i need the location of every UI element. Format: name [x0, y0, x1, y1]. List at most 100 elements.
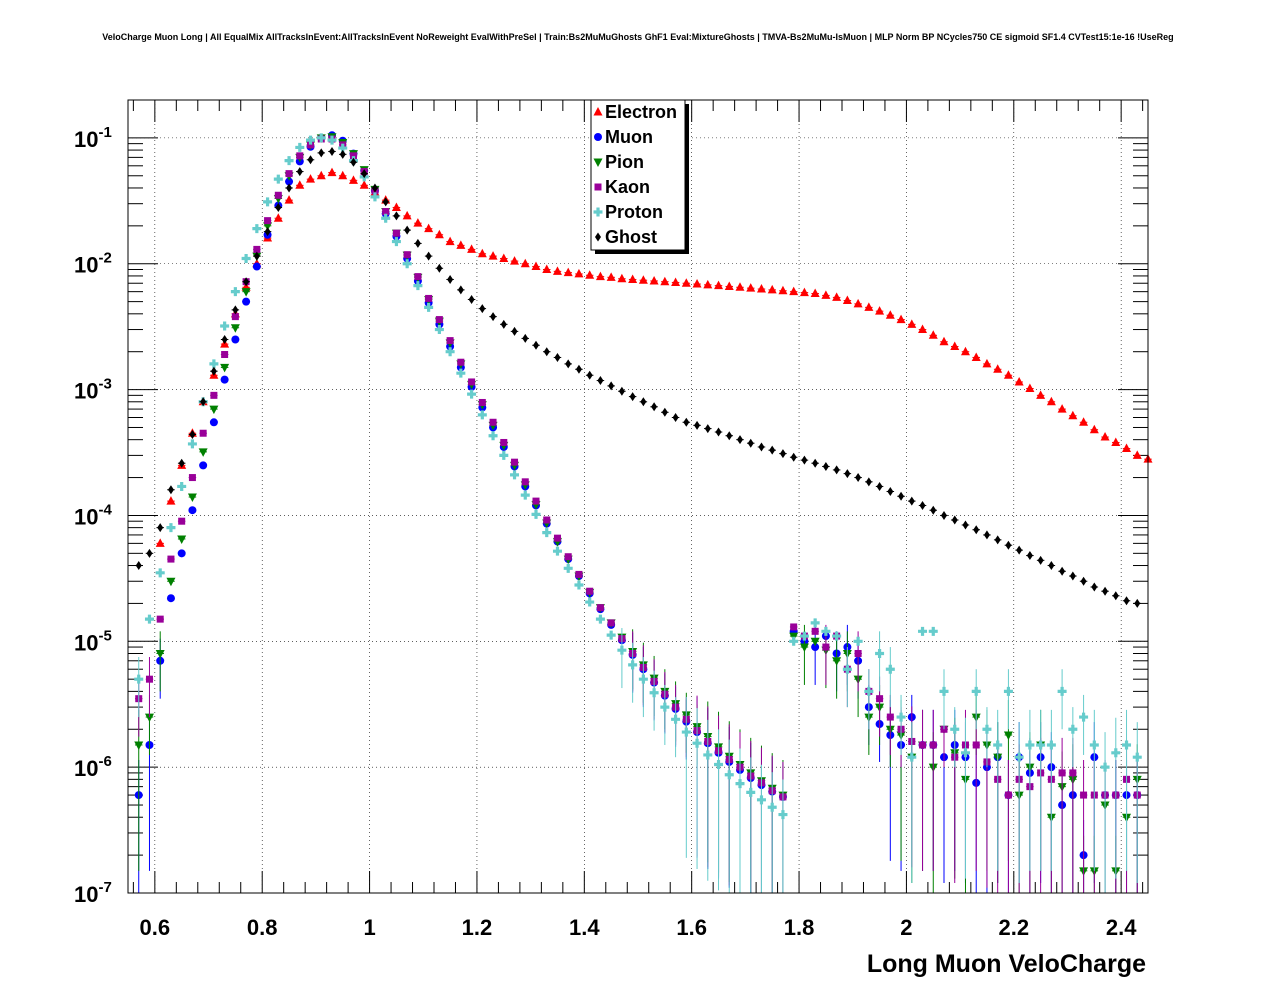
marker — [146, 548, 153, 558]
data-point — [156, 523, 164, 533]
marker — [801, 455, 808, 465]
data-point — [220, 363, 230, 373]
marker — [681, 278, 691, 287]
marker — [779, 449, 786, 459]
marker — [703, 750, 713, 760]
marker — [348, 175, 358, 184]
data-point — [1057, 669, 1067, 730]
data-point — [1090, 582, 1099, 592]
data-point — [413, 218, 423, 227]
series-proton — [134, 133, 1142, 893]
marker — [500, 438, 508, 446]
marker — [488, 251, 498, 260]
data-point — [542, 528, 552, 538]
marker — [338, 170, 348, 180]
data-point — [799, 631, 809, 641]
marker — [531, 261, 541, 271]
data-point — [274, 202, 283, 212]
marker — [853, 298, 863, 308]
marker — [1102, 586, 1109, 596]
data-point — [456, 240, 466, 249]
marker — [306, 174, 316, 183]
marker — [683, 417, 690, 427]
marker — [145, 675, 153, 683]
marker — [1080, 576, 1087, 586]
data-point — [145, 657, 154, 718]
marker — [231, 335, 240, 344]
data-point — [241, 254, 251, 264]
marker — [532, 497, 540, 505]
marker — [1046, 740, 1056, 750]
marker — [263, 197, 273, 207]
marker — [671, 714, 681, 724]
data-point — [886, 486, 895, 496]
data-point — [1111, 437, 1121, 446]
legend-label: Kaon — [605, 177, 650, 197]
marker — [692, 738, 702, 748]
data-point — [682, 417, 691, 427]
marker — [972, 741, 980, 749]
data-point — [725, 431, 734, 441]
data-point — [177, 458, 186, 468]
marker — [1111, 437, 1121, 446]
marker — [316, 133, 326, 143]
marker — [844, 469, 851, 479]
data-point — [306, 174, 316, 183]
data-point — [167, 555, 175, 563]
data-point — [188, 429, 197, 439]
marker — [263, 222, 273, 231]
data-point — [1046, 709, 1056, 871]
marker — [275, 202, 282, 212]
marker — [853, 636, 863, 646]
data-point — [595, 271, 605, 281]
marker — [564, 553, 572, 561]
marker — [316, 170, 326, 180]
marker — [339, 149, 346, 159]
data-point — [188, 506, 197, 515]
data-point — [177, 481, 187, 491]
marker — [638, 275, 648, 284]
marker — [756, 283, 766, 293]
marker — [359, 180, 369, 189]
marker — [1068, 724, 1078, 734]
data-point — [199, 429, 207, 437]
data-point — [810, 288, 820, 298]
marker — [1036, 740, 1046, 750]
marker — [810, 618, 820, 628]
data-point — [574, 268, 584, 278]
marker — [767, 284, 777, 294]
data-point — [875, 481, 884, 491]
marker — [832, 657, 842, 666]
data-point — [908, 496, 916, 506]
marker — [962, 520, 969, 530]
marker — [1014, 376, 1024, 386]
marker — [135, 561, 142, 571]
marker — [854, 649, 862, 657]
data-point — [1015, 545, 1023, 555]
data-point — [296, 167, 304, 177]
data-point — [402, 210, 412, 220]
marker — [167, 555, 175, 563]
data-point — [778, 285, 788, 295]
data-point — [993, 535, 1002, 545]
data-point — [252, 262, 261, 271]
data-point — [532, 340, 540, 350]
data-point — [1025, 383, 1035, 393]
marker — [187, 439, 197, 449]
data-point — [520, 258, 530, 268]
marker — [607, 619, 615, 627]
y-tick-base: 10 — [74, 379, 98, 404]
marker — [424, 223, 434, 233]
legend-entry-electron: Electron — [593, 102, 677, 122]
marker — [1068, 410, 1078, 420]
marker — [939, 336, 949, 346]
data-point — [971, 669, 981, 730]
data-point — [457, 358, 465, 366]
data-point — [1068, 707, 1078, 768]
marker — [885, 310, 895, 319]
marker — [157, 523, 164, 533]
marker — [778, 285, 788, 295]
data-point — [918, 626, 928, 636]
marker — [284, 156, 294, 166]
marker — [973, 525, 980, 535]
